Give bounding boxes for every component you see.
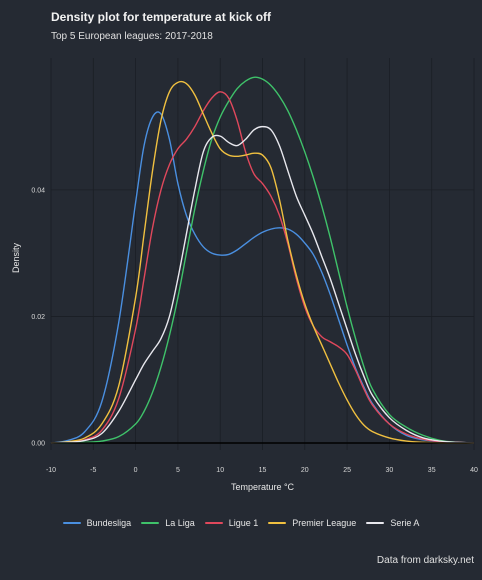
x-tick-label: 25 (343, 467, 351, 474)
x-tick-label: 10 (216, 467, 224, 474)
chart-title: Density plot for temperature at kick off (51, 10, 272, 24)
chart-subtitle: Top 5 European leagues: 2017-2018 (51, 31, 213, 42)
legend-item-bundesliga: Bundesliga (62, 518, 132, 528)
series-line-ligue-1 (50, 91, 475, 444)
legend-key-premier-league (268, 522, 287, 524)
x-tick-label: 5 (176, 467, 180, 474)
legend-label: Ligue 1 (228, 518, 259, 528)
x-tick-label: 0 (134, 467, 138, 474)
y-tick-label: 0.00 (31, 441, 45, 448)
x-tick-label: 20 (301, 467, 309, 474)
chart-caption: Data from darksky.net (376, 555, 474, 566)
x-axis-title: Temperature °C (231, 482, 295, 492)
legend-label: Premier League (292, 518, 357, 528)
legend-label: Serie A (390, 518, 420, 528)
x-axis-ticks: -10 -5 0 5 10 15 20 25 30 35 40 (46, 467, 478, 474)
density-curves (50, 76, 475, 444)
legend: Bundesliga La Liga Ligue 1 Premier League Se… (0, 518, 482, 528)
legend-item-serie-a: Serie A (366, 518, 419, 528)
legend-label: Bundesliga (86, 518, 132, 528)
y-tick-label: 0.02 (31, 314, 45, 321)
legend-key-serie-a (366, 522, 385, 524)
series-line-la-liga (50, 76, 475, 444)
series-line-premier-league (50, 80, 474, 444)
x-tick-label: 15 (259, 467, 267, 474)
y-axis-title: Density (11, 242, 21, 273)
legend-key-la-liga (141, 522, 160, 524)
legend-label: La Liga (165, 518, 195, 528)
x-tick-label: 35 (428, 467, 436, 474)
gridlines (50, 58, 475, 450)
y-tick-label: 0.04 (31, 187, 45, 194)
x-tick-label: 30 (386, 467, 394, 474)
x-tick-label: 40 (470, 467, 478, 474)
legend-item-ligue-1: Ligue 1 (204, 518, 259, 528)
legend-key-ligue-1 (204, 522, 223, 524)
legend-item-premier-league: Premier League (268, 518, 356, 528)
y-axis-ticks: 0.00 0.02 0.04 (31, 187, 45, 447)
x-tick-label: -5 (90, 467, 96, 474)
x-tick-label: -10 (46, 467, 56, 474)
series-line-serie-a (50, 125, 475, 444)
series-line-bundesliga (50, 111, 475, 444)
legend-key-bundesliga (62, 522, 81, 524)
legend-item-la-liga: La Liga (141, 518, 195, 528)
